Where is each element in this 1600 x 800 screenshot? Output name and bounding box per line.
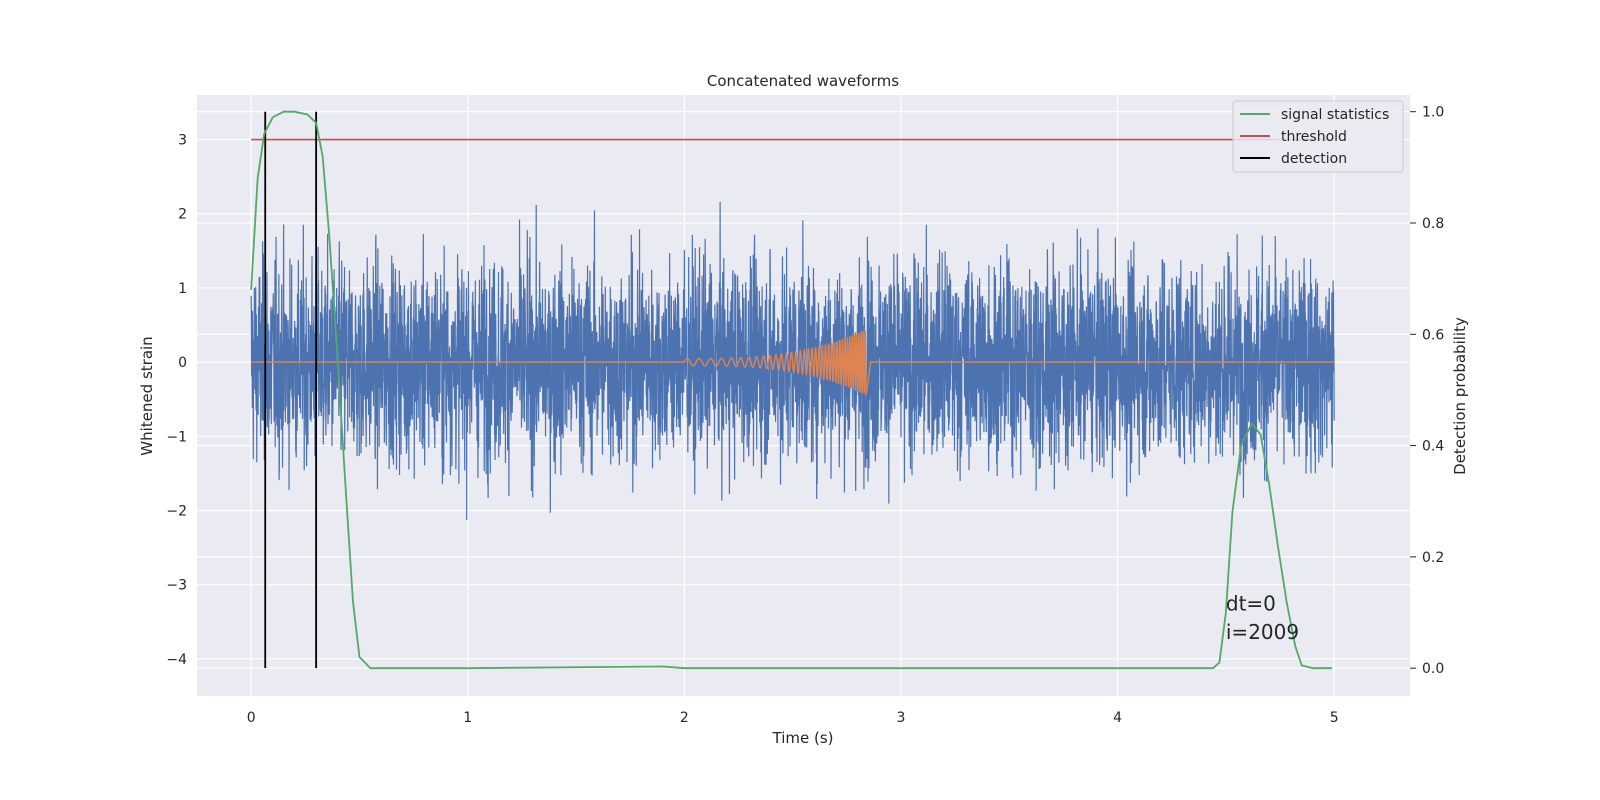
- y-tick-label: 2: [178, 207, 187, 223]
- template-series: [251, 329, 1335, 397]
- signal-statistics-path: [250, 110, 1333, 670]
- legend: signal statistics threshold detection: [1232, 100, 1404, 173]
- y-tick-label: 0: [178, 355, 187, 371]
- legend-label: signal statistics: [1281, 107, 1389, 123]
- y-tick-label: −2: [166, 504, 187, 520]
- annotation-text: dt=0: [1226, 592, 1276, 616]
- annotations: dt=0 i=2009: [1226, 592, 1299, 644]
- x-tick-label: 1: [463, 710, 472, 726]
- x-tick-label: 3: [897, 710, 906, 726]
- y2-tick-label: 0.8: [1422, 216, 1444, 232]
- signal-statistics-line: [250, 110, 1333, 670]
- annotation-text: i=2009: [1226, 620, 1299, 644]
- x-tick-label: 4: [1113, 710, 1122, 726]
- legend-label: detection: [1281, 151, 1347, 167]
- x-axis-label: Time (s): [772, 729, 834, 747]
- chart-title: Concatenated waveforms: [707, 72, 899, 90]
- y2-tick-label: 0.4: [1422, 439, 1444, 455]
- strain-series: [250, 201, 1335, 521]
- y-tick-label: 1: [178, 281, 187, 297]
- y-tick-label: −4: [166, 652, 187, 668]
- y-tick-label: −1: [166, 429, 187, 445]
- y2-tick-label: 0.2: [1422, 550, 1444, 566]
- x-ticks: 0 1 2 3 4 5: [247, 710, 1339, 726]
- strain-line: [250, 201, 1335, 521]
- y2-tick-label: 1.0: [1422, 105, 1444, 121]
- y-tick-label: 3: [178, 133, 187, 149]
- x-tick-label: 0: [247, 710, 256, 726]
- legend-box: [1232, 100, 1404, 173]
- y2-axis-label: Detection probability: [1451, 317, 1469, 475]
- x-tick-label: 2: [680, 710, 689, 726]
- x-tick-label: 5: [1330, 710, 1339, 726]
- y2-tick-label: 0.6: [1422, 327, 1444, 343]
- y-ticks: 3 2 1 0 −1 −2 −3 −4: [166, 133, 187, 668]
- y2-tick-label: 0.0: [1422, 661, 1444, 677]
- template-line: [251, 329, 1335, 397]
- legend-label: threshold: [1281, 129, 1347, 145]
- y-axis-label: Whitened strain: [138, 336, 156, 455]
- detection-lines: [264, 111, 318, 669]
- y2-ticks: 1.0 0.8 0.6 0.4 0.2 0.0: [1410, 105, 1444, 677]
- y-tick-label: −3: [166, 578, 187, 594]
